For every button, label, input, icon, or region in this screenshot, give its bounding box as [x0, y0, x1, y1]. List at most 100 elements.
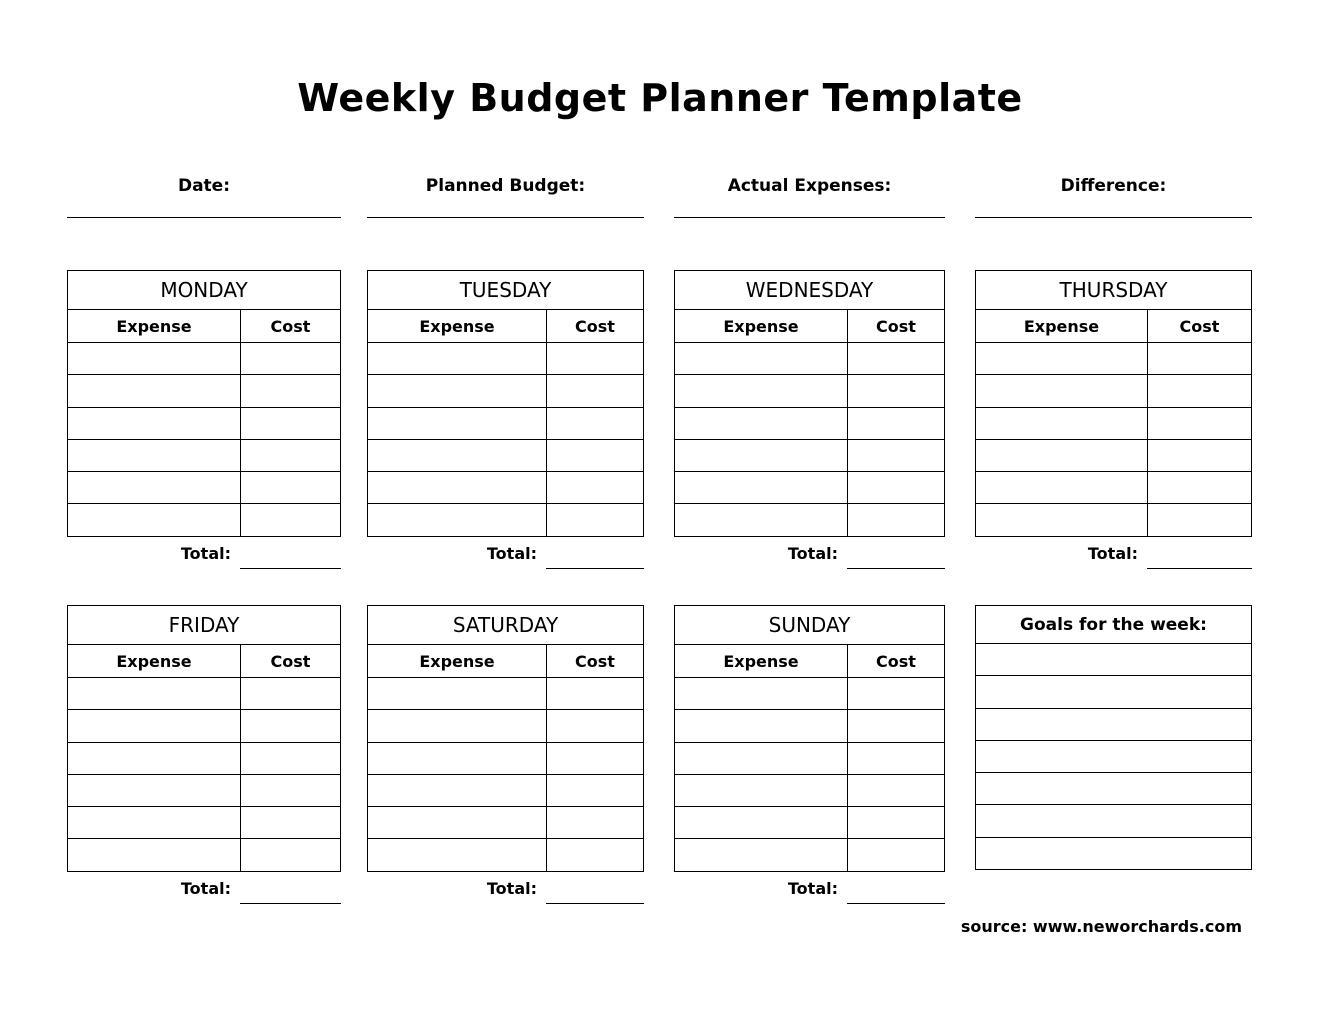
cost-cell[interactable] — [1147, 406, 1252, 440]
expense-cell[interactable] — [674, 773, 848, 808]
total-input-line[interactable] — [546, 903, 644, 904]
expense-cell[interactable] — [674, 471, 848, 505]
expense-cell[interactable] — [367, 773, 547, 808]
expense-cell[interactable] — [67, 374, 241, 408]
total-input-line[interactable] — [240, 903, 341, 904]
cost-cell[interactable] — [847, 741, 945, 775]
cost-cell[interactable] — [546, 374, 644, 408]
expense-cell[interactable] — [67, 503, 241, 537]
expense-cell[interactable] — [975, 438, 1148, 473]
expense-cell[interactable] — [367, 374, 547, 408]
expense-cell[interactable] — [367, 806, 547, 840]
cost-cell[interactable] — [546, 741, 644, 775]
cost-cell[interactable] — [546, 341, 644, 376]
expense-cell[interactable] — [67, 438, 241, 473]
cost-cell[interactable] — [240, 341, 341, 376]
cost-cell[interactable] — [1147, 341, 1252, 376]
expense-cell[interactable] — [674, 676, 848, 711]
expense-cell[interactable] — [674, 438, 848, 473]
expense-cell[interactable] — [67, 709, 241, 743]
expense-cell[interactable] — [67, 838, 241, 872]
expense-cell[interactable] — [67, 806, 241, 840]
cost-cell[interactable] — [847, 341, 945, 376]
cost-cell[interactable] — [847, 838, 945, 872]
goal-cell[interactable] — [975, 772, 1252, 806]
cost-cell[interactable] — [546, 806, 644, 840]
cost-cell[interactable] — [240, 806, 341, 840]
goal-cell[interactable] — [975, 739, 1252, 774]
expense-cell[interactable] — [367, 471, 547, 505]
cost-cell[interactable] — [240, 676, 341, 711]
expense-cell[interactable] — [67, 773, 241, 808]
summary-input-line[interactable] — [975, 217, 1252, 237]
cost-cell[interactable] — [546, 406, 644, 440]
expense-cell[interactable] — [67, 406, 241, 440]
cost-cell[interactable] — [240, 709, 341, 743]
expense-cell[interactable] — [975, 374, 1148, 408]
cost-cell[interactable] — [240, 741, 341, 775]
goal-cell[interactable] — [975, 836, 1252, 871]
expense-cell[interactable] — [367, 676, 547, 711]
expense-cell[interactable] — [367, 709, 547, 743]
cost-cell[interactable] — [847, 374, 945, 408]
expense-cell[interactable] — [67, 676, 241, 711]
expense-cell[interactable] — [674, 374, 848, 408]
total-input-line[interactable] — [546, 568, 644, 569]
cost-cell[interactable] — [546, 503, 644, 537]
expense-cell[interactable] — [67, 471, 241, 505]
cost-cell[interactable] — [546, 438, 644, 473]
goal-cell[interactable] — [975, 642, 1252, 677]
total-input-line[interactable] — [1147, 568, 1252, 569]
cost-cell[interactable] — [1147, 374, 1252, 408]
cost-cell[interactable] — [847, 503, 945, 537]
expense-cell[interactable] — [674, 503, 848, 537]
expense-cell[interactable] — [674, 838, 848, 872]
expense-cell[interactable] — [367, 406, 547, 440]
cost-cell[interactable] — [847, 806, 945, 840]
cost-cell[interactable] — [546, 471, 644, 505]
goal-cell[interactable] — [975, 804, 1252, 838]
expense-cell[interactable] — [67, 741, 241, 775]
expense-cell[interactable] — [67, 341, 241, 376]
goal-cell[interactable] — [975, 707, 1252, 741]
total-input-line[interactable] — [847, 903, 945, 904]
cost-cell[interactable] — [240, 438, 341, 473]
summary-input-line[interactable] — [67, 217, 341, 237]
summary-input-line[interactable] — [674, 217, 945, 237]
cost-cell[interactable] — [847, 438, 945, 473]
expense-cell[interactable] — [674, 741, 848, 775]
cost-cell[interactable] — [240, 503, 341, 537]
cost-cell[interactable] — [240, 471, 341, 505]
cost-cell[interactable] — [1147, 471, 1252, 505]
total-input-line[interactable] — [847, 568, 945, 569]
expense-cell[interactable] — [674, 709, 848, 743]
expense-cell[interactable] — [975, 503, 1148, 537]
cost-cell[interactable] — [240, 374, 341, 408]
expense-cell[interactable] — [674, 806, 848, 840]
summary-input-line[interactable] — [367, 217, 644, 237]
expense-cell[interactable] — [975, 471, 1148, 505]
expense-cell[interactable] — [674, 341, 848, 376]
cost-cell[interactable] — [240, 406, 341, 440]
expense-cell[interactable] — [367, 741, 547, 775]
cost-cell[interactable] — [847, 773, 945, 808]
total-input-line[interactable] — [240, 568, 341, 569]
expense-cell[interactable] — [674, 406, 848, 440]
cost-cell[interactable] — [1147, 503, 1252, 537]
goal-cell[interactable] — [975, 675, 1252, 709]
cost-cell[interactable] — [1147, 438, 1252, 473]
expense-cell[interactable] — [975, 406, 1148, 440]
cost-cell[interactable] — [240, 773, 341, 808]
cost-cell[interactable] — [847, 709, 945, 743]
expense-cell[interactable] — [975, 341, 1148, 376]
expense-cell[interactable] — [367, 438, 547, 473]
cost-cell[interactable] — [240, 838, 341, 872]
cost-cell[interactable] — [546, 773, 644, 808]
cost-cell[interactable] — [847, 676, 945, 711]
cost-cell[interactable] — [546, 838, 644, 872]
cost-cell[interactable] — [847, 471, 945, 505]
expense-cell[interactable] — [367, 341, 547, 376]
cost-cell[interactable] — [546, 676, 644, 711]
expense-cell[interactable] — [367, 838, 547, 872]
expense-cell[interactable] — [367, 503, 547, 537]
